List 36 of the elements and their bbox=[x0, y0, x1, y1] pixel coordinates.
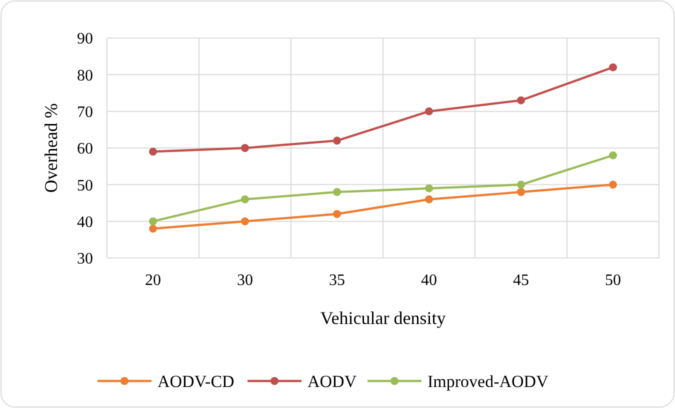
point bbox=[425, 107, 433, 116]
point bbox=[241, 144, 249, 152]
y-tick-label: 70 bbox=[77, 104, 93, 121]
y-tick-label: 30 bbox=[77, 250, 93, 268]
point bbox=[609, 63, 617, 72]
y-axis-title: Overhead % bbox=[41, 103, 61, 193]
point bbox=[609, 151, 617, 160]
point bbox=[517, 96, 525, 104]
y-tick-label: 60 bbox=[77, 140, 93, 158]
y-tick-label: 80 bbox=[77, 67, 93, 84]
point bbox=[425, 184, 433, 192]
point bbox=[149, 148, 157, 156]
legend-label: AODV bbox=[308, 372, 358, 391]
x-tick-label: 40 bbox=[421, 272, 437, 289]
x-tick-label: 45 bbox=[513, 272, 529, 289]
x-tick-label: 30 bbox=[237, 272, 253, 289]
y-tick-label: 40 bbox=[77, 214, 93, 231]
point bbox=[149, 224, 157, 233]
point bbox=[333, 210, 341, 218]
legend-label: AODV-CD bbox=[158, 372, 234, 391]
point bbox=[333, 188, 341, 196]
legend-label: Improved-AODV bbox=[428, 372, 550, 391]
point bbox=[609, 180, 617, 189]
y-tick-label: 90 bbox=[77, 30, 93, 48]
point bbox=[241, 217, 249, 226]
point bbox=[425, 195, 433, 204]
point bbox=[517, 180, 525, 189]
point bbox=[517, 188, 525, 196]
x-tick-label: 35 bbox=[329, 272, 345, 289]
y-tick-label: 50 bbox=[77, 177, 93, 194]
x-tick-label: 20 bbox=[145, 272, 161, 289]
point bbox=[241, 195, 249, 204]
x-tick-label: 50 bbox=[605, 272, 621, 289]
x-axis-title: Vehicular density bbox=[320, 308, 446, 328]
point bbox=[149, 217, 157, 226]
point bbox=[333, 136, 341, 145]
